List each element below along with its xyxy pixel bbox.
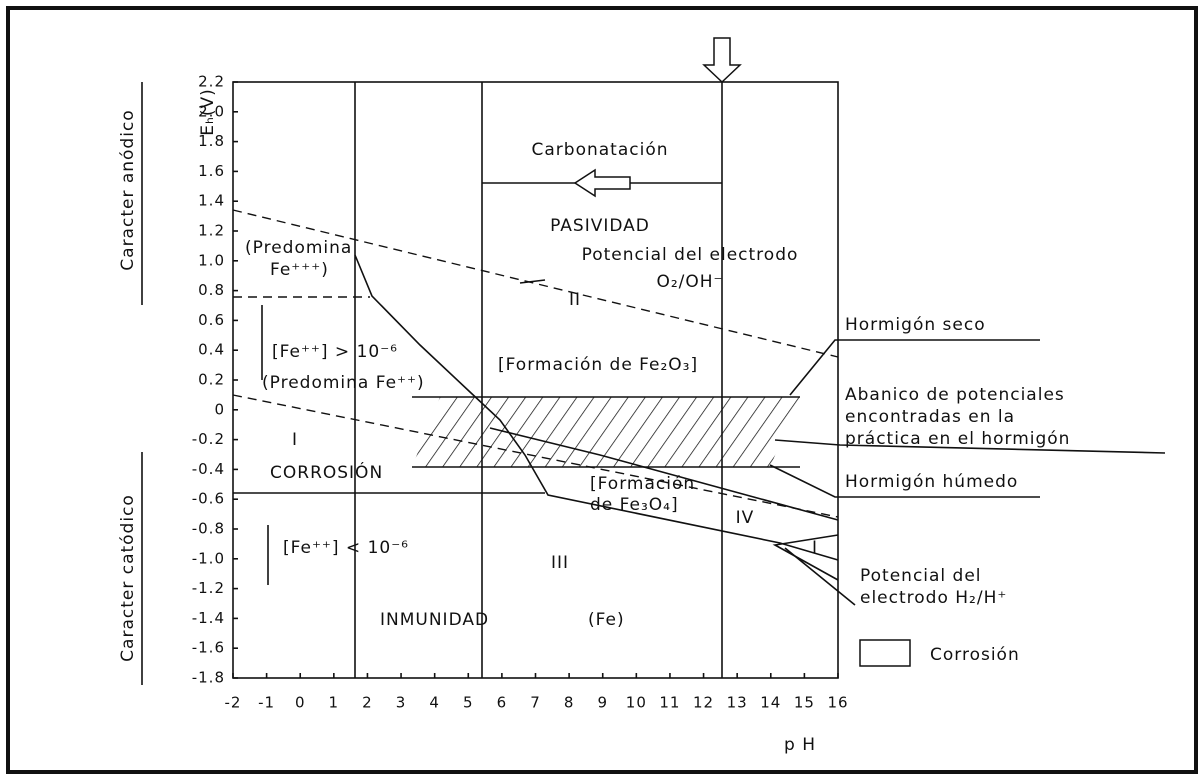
x-tick-label: 12 [693, 694, 714, 712]
y-tick-label: 0.2 [198, 371, 225, 389]
y-tick-label: 1.2 [198, 222, 225, 240]
region-label: (Predomina [245, 238, 352, 258]
x-tick-label: 6 [497, 694, 508, 712]
region-label: (Fe) [588, 610, 625, 630]
x-tick-label: 11 [659, 694, 680, 712]
region-label: IV [736, 508, 755, 528]
region-label: Potencial del electrodo [582, 245, 799, 265]
annotation: Potencial del [860, 566, 982, 586]
side-label: Caracter catódico [118, 494, 138, 662]
y-tick-label: -0.8 [192, 520, 225, 538]
annotation-lines [141, 82, 1166, 685]
x-tick-label: 8 [564, 694, 575, 712]
y-tick-label: -0.4 [192, 460, 225, 478]
y-tick-label: 1.6 [198, 162, 225, 180]
ph-arrow [702, 37, 742, 84]
x-tick-label: -1 [258, 694, 275, 712]
annotation: práctica en el hormigón [845, 429, 1070, 449]
x-tick-label: 9 [597, 694, 608, 712]
x-tick-label: 13 [727, 694, 748, 712]
region-label: de Fe₃O₄] [590, 495, 679, 515]
legend-swatch [859, 639, 911, 667]
y-tick-label: -0.6 [192, 490, 225, 508]
x-tick-label: 3 [396, 694, 407, 712]
y-tick-label: 0.4 [198, 341, 225, 359]
plot [232, 37, 839, 679]
y-tick-label: 0.8 [198, 281, 225, 299]
pointer [784, 547, 856, 606]
annotation: electrodo H₂/H⁺ [860, 588, 1007, 608]
x-tick-label: 14 [760, 694, 781, 712]
y-tick-label: -1.8 [192, 669, 225, 687]
carbonation-arrow [573, 168, 631, 198]
region-label: [Fe⁺⁺] > 10⁻⁶ [272, 342, 398, 362]
y-tick-label: 1.4 [198, 192, 225, 210]
h2-line [232, 394, 839, 518]
region-label: INMUNIDAD [380, 610, 489, 630]
fe-boundary [772, 534, 839, 581]
region-label: III [551, 553, 569, 573]
region-label: CORROSIÓN [270, 461, 383, 483]
x-tick-label: 16 [827, 694, 848, 712]
region-label: [Fe⁺⁺] < 10⁻⁶ [283, 538, 409, 558]
frame [6, 6, 1198, 774]
x-tick-label: 15 [794, 694, 815, 712]
x-tick-label: 5 [463, 694, 474, 712]
region-label: [Formación de Fe₂O₃] [498, 355, 698, 375]
x-tick-label: 7 [530, 694, 541, 712]
pointer [519, 279, 546, 284]
annotation: Hormigón húmedo [845, 472, 1018, 492]
y-tick-label: 1.8 [198, 132, 225, 150]
hatched-band [412, 397, 800, 467]
x-tick-label: 1 [329, 694, 340, 712]
y-tick-label: -1.2 [192, 579, 225, 597]
annotation: Abanico de potenciales [845, 385, 1065, 405]
region-label: PASIVIDAD [550, 216, 650, 236]
y-tick-label: 0 [214, 400, 225, 418]
region-label: Fe⁺⁺⁺) [270, 260, 329, 280]
pointer [789, 339, 1040, 396]
annotation: encontradas en la [845, 407, 1015, 427]
fe-boundary [354, 254, 839, 561]
side-label: Caracter anódico [118, 109, 138, 270]
y-tick-label: -1.4 [192, 609, 225, 627]
region-label: [Formación [590, 474, 695, 494]
annotation: Hormigón seco [845, 315, 986, 335]
y-tick-label: 0.6 [198, 311, 225, 329]
region-label: I [292, 430, 298, 450]
x-tick-label: -2 [225, 694, 242, 712]
x-tick-label: 4 [429, 694, 440, 712]
o2-line [232, 209, 839, 358]
y-axis-label: Eₕ(V) [198, 88, 218, 136]
y-tick-label: 2.2 [198, 73, 225, 91]
y-tick-label: -1.6 [192, 639, 225, 657]
y-tick-label: 1.0 [198, 251, 225, 269]
x-tick-label: 10 [626, 694, 647, 712]
y-tick-label: -1.0 [192, 549, 225, 567]
y-tick-label: 2.0 [198, 102, 225, 120]
region-label: II [569, 290, 581, 310]
region-label: (Predomina Fe⁺⁺) [262, 373, 425, 393]
x-tick-label: 0 [295, 694, 306, 712]
region-label: O₂/OH⁻ [656, 272, 723, 292]
fe-boundary [489, 427, 839, 521]
region-label: Carbonatación [532, 140, 669, 160]
y-tick-label: -0.2 [192, 430, 225, 448]
pointer [774, 439, 1166, 454]
region-label: I [812, 538, 818, 558]
pointer [769, 464, 1040, 498]
x-axis-label: p H [784, 735, 816, 755]
legend-label: Corrosión [930, 645, 1020, 665]
labels: Caracter anódico Caracter catódico Eₕ(V)… [118, 88, 1070, 755]
x-tick-label: 2 [362, 694, 373, 712]
